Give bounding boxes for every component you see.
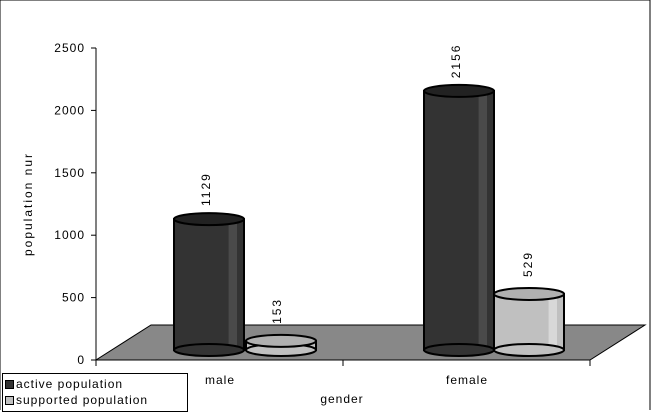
bar-supported-population-female (493, 286, 565, 357)
y-tick-label: 2500 (54, 41, 85, 55)
bar-top-cap (245, 333, 317, 348)
bar-top-cap (493, 286, 565, 301)
y-axis-title: population nur (21, 152, 35, 256)
bar-supported-population-male (245, 333, 317, 357)
legend-item-supported: supported population (5, 393, 148, 407)
bar-base-cap (493, 343, 565, 357)
bar-active-population-female (423, 83, 495, 357)
bar-highlight (548, 293, 557, 350)
legend-swatch-active (5, 379, 14, 389)
bar-base-cap (173, 343, 245, 357)
legend-label-active: active population (16, 377, 124, 391)
x-tick-label: female (446, 373, 488, 387)
legend-swatch-supported (5, 395, 14, 405)
y-tick-label: 1000 (54, 228, 85, 242)
y-tick-label: 1500 (54, 166, 85, 180)
y-tick-label: 2000 (54, 103, 85, 117)
y-tick-label: 500 (62, 291, 85, 305)
data-label: 529 (521, 251, 535, 277)
bar-base-cap (423, 343, 495, 357)
x-tick-label: male (205, 373, 235, 387)
data-label: 153 (270, 298, 284, 324)
data-label: 2156 (449, 44, 463, 79)
legend-label-supported: supported population (16, 393, 149, 407)
bar-highlight (228, 219, 237, 350)
data-label: 1129 (199, 172, 213, 206)
bar-highlight (478, 90, 487, 350)
legend-item-active: active population (5, 377, 123, 391)
x-axis-title: gender (320, 392, 363, 406)
bar-top-cap (173, 212, 245, 227)
bar-active-population-male (173, 212, 245, 357)
bar-top-cap (423, 83, 495, 98)
legend: active population supported population (2, 373, 188, 412)
y-tick-label: 0 (77, 353, 85, 367)
